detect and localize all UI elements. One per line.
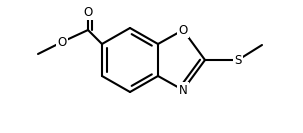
Text: N: N [179, 84, 187, 97]
Text: O: O [178, 24, 188, 36]
Text: O: O [57, 36, 67, 49]
Text: S: S [234, 53, 242, 66]
Text: O: O [83, 5, 93, 18]
